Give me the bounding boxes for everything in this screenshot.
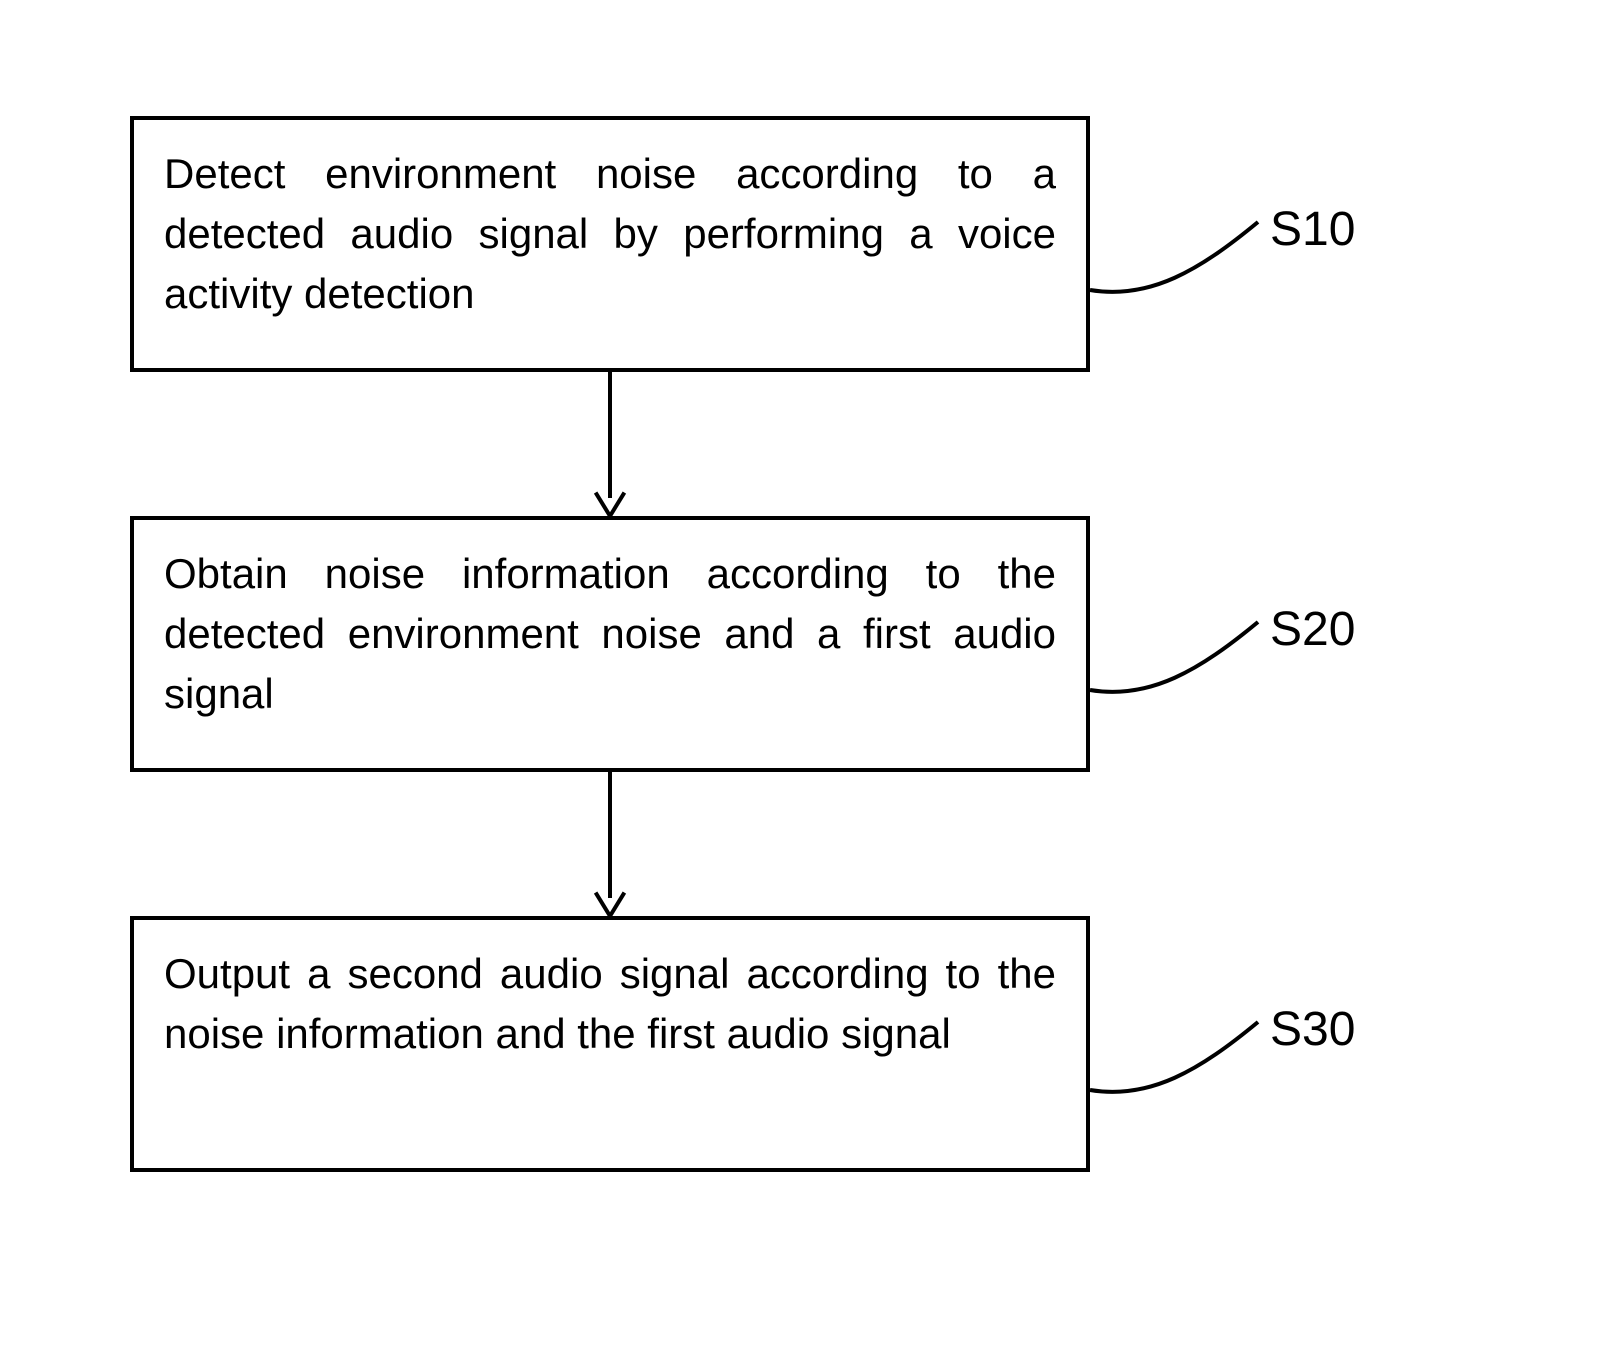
flowchart-canvas: Detect environment noise according to a … [0, 0, 1601, 1347]
flow-label-s20: S20 [1270, 602, 1355, 657]
flow-label-s10: S10 [1270, 202, 1355, 257]
flow-node-s10: Detect environment noise according to a … [130, 116, 1090, 372]
flow-node-s30-text: Output a second audio signal according t… [164, 944, 1056, 1064]
flow-label-s30: S30 [1270, 1002, 1355, 1057]
flow-node-s10-text: Detect environment noise according to a … [164, 144, 1056, 324]
flow-node-s30: Output a second audio signal according t… [130, 916, 1090, 1172]
flow-node-s20: Obtain noise information according to th… [130, 516, 1090, 772]
flow-node-s20-text: Obtain noise information according to th… [164, 544, 1056, 724]
